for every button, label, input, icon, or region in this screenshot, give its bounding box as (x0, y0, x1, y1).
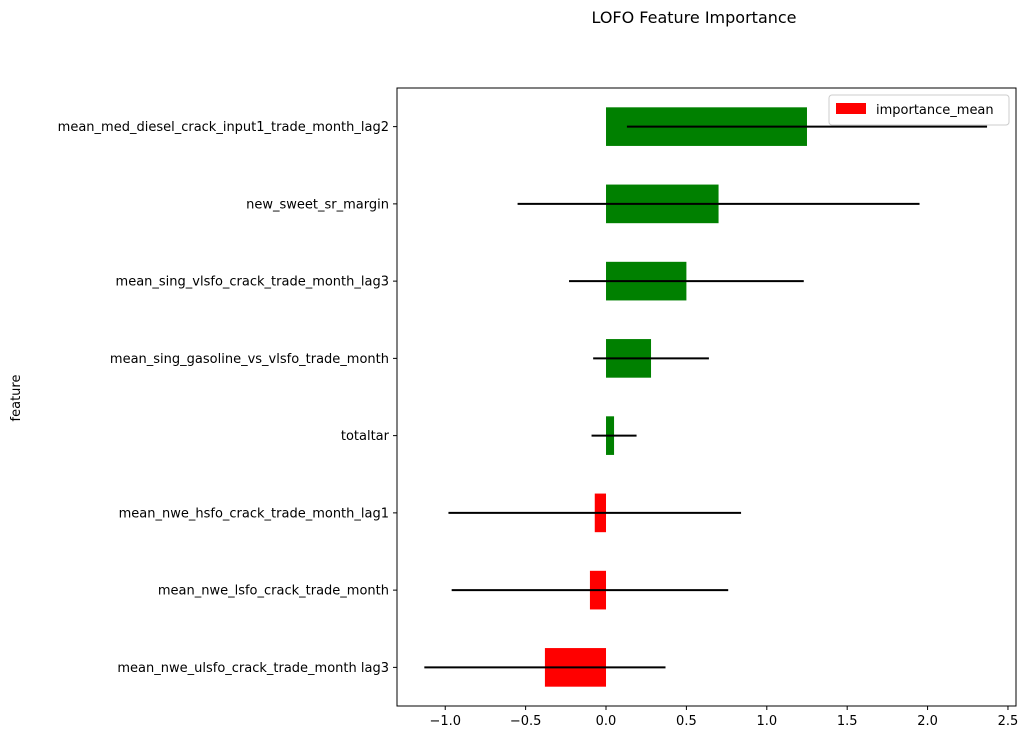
y-tick-label: mean_sing_gasoline_vs_vlsfo_trade_month (110, 352, 389, 367)
plot-frame (396, 87, 1017, 707)
x-tick-label: −1.0 (429, 714, 461, 729)
y-tick-label: mean_med_diesel_crack_input1_trade_month… (58, 120, 389, 135)
y-axis-label: feature (9, 375, 24, 422)
x-tick-label: 1.0 (756, 714, 777, 729)
chart-title: LOFO Feature Importance (591, 8, 796, 27)
y-tick-label: mean_nwe_ulsfo_crack_trade_month lag3 (117, 661, 389, 676)
y-tick-label: new_sweet_sr_margin (246, 197, 389, 212)
x-tick-label: −0.5 (510, 714, 542, 729)
legend-label: importance_mean (876, 103, 994, 118)
legend: importance_mean (828, 94, 1010, 126)
plot-area: mean_med_diesel_crack_input1_trade_month… (58, 87, 1019, 729)
y-tick-label: mean_nwe_hsfo_crack_trade_month_lag1 (119, 506, 389, 521)
y-tick-label: mean_sing_vlsfo_crack_trade_month_lag3 (116, 275, 389, 290)
legend-frame (828, 94, 1010, 126)
x-tick-label: 2.5 (998, 714, 1019, 729)
x-tick-label: 2.0 (917, 714, 938, 729)
x-tick-label: 1.5 (837, 714, 858, 729)
legend-swatch (836, 103, 866, 114)
y-tick-label: totaltar (341, 429, 390, 444)
y-tick-label: mean_nwe_lsfo_crack_trade_month (158, 584, 389, 599)
x-tick-label: 0.0 (596, 714, 617, 729)
x-tick-label: 0.5 (676, 714, 697, 729)
